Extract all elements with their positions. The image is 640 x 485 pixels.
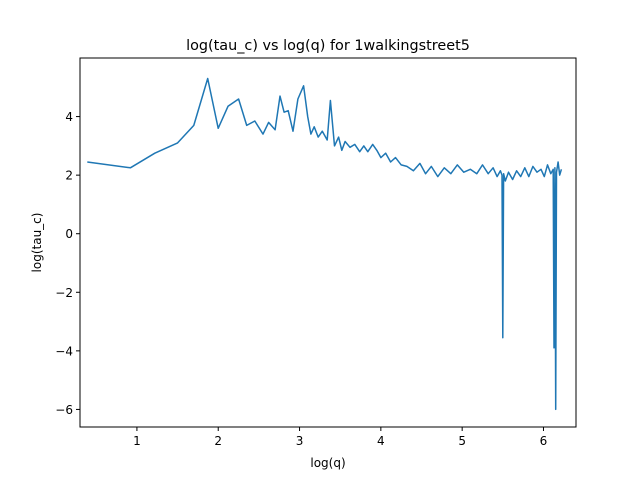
y-tick-label: −6: [55, 403, 73, 417]
chart-title: log(tau_c) vs log(q) for 1walkingstreet5: [186, 38, 470, 54]
plot-area: [87, 77, 563, 411]
x-axis-ticks: 1 2 3 4 5 6: [133, 427, 547, 448]
series-line: [87, 77, 563, 411]
x-tick-label: 3: [296, 434, 304, 448]
axes-frame: [79, 57, 577, 428]
y-axis-ticks: −6 −4 −2 0 2 4: [55, 110, 80, 417]
x-tick-label: 2: [214, 434, 222, 448]
x-tick-label: 5: [458, 434, 466, 448]
x-tick-label: 6: [540, 434, 548, 448]
y-tick-label: −4: [55, 344, 73, 358]
x-tick-label: 4: [377, 434, 385, 448]
y-axis-label: log(tau_c): [30, 213, 44, 273]
y-tick-label: 2: [65, 169, 73, 183]
x-axis-label: log(q): [310, 456, 345, 470]
x-tick-label: 1: [133, 434, 141, 448]
y-tick-label: 4: [65, 110, 73, 124]
y-tick-label: −2: [55, 286, 73, 300]
y-tick-label: 0: [65, 227, 73, 241]
